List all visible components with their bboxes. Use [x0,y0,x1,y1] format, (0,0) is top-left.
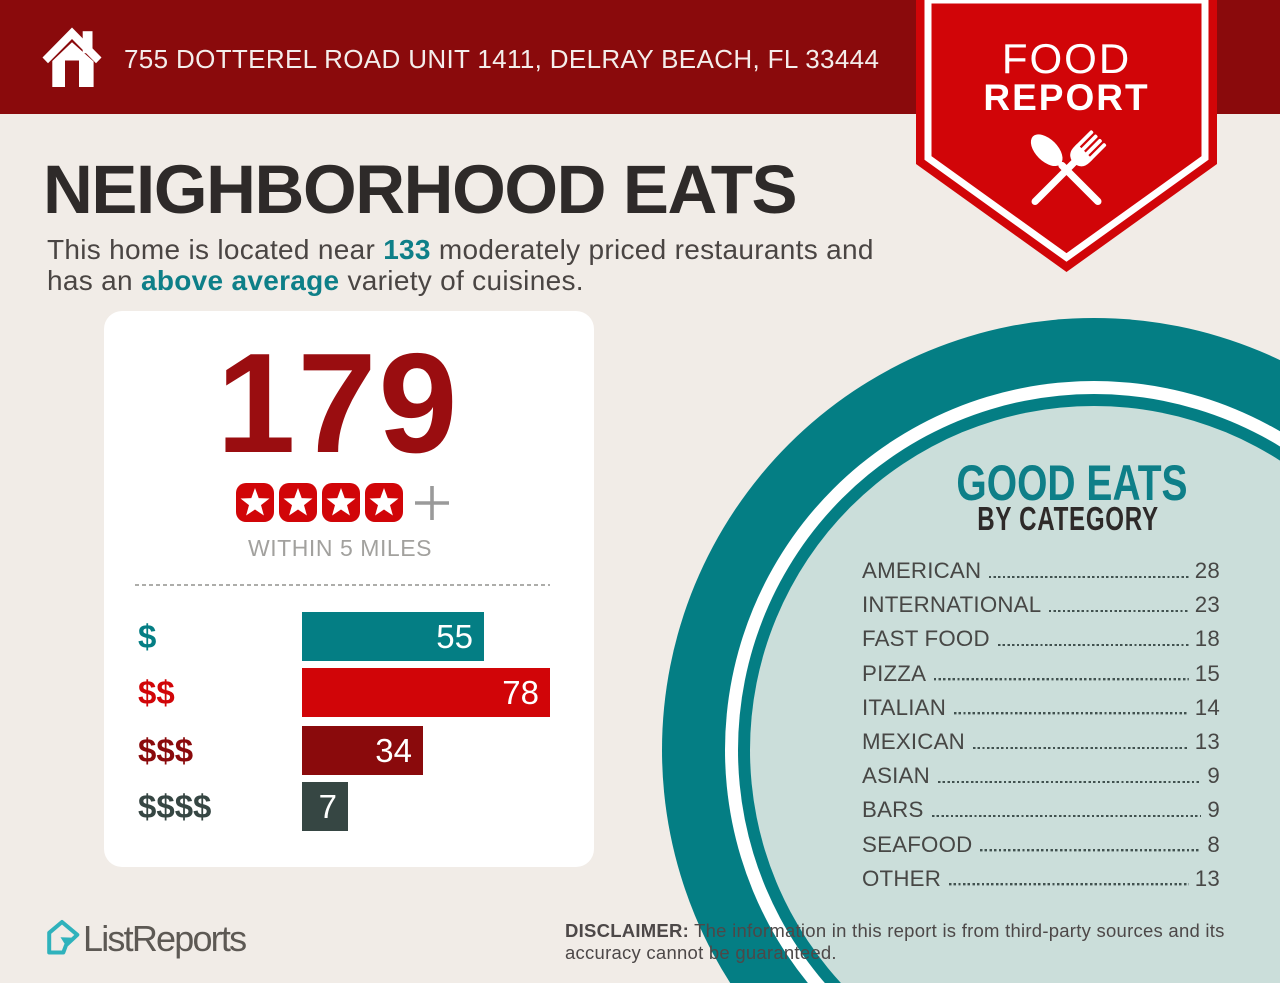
svg-text:REPORT: REPORT [983,77,1149,118]
svg-text:FOOD: FOOD [1002,35,1131,82]
